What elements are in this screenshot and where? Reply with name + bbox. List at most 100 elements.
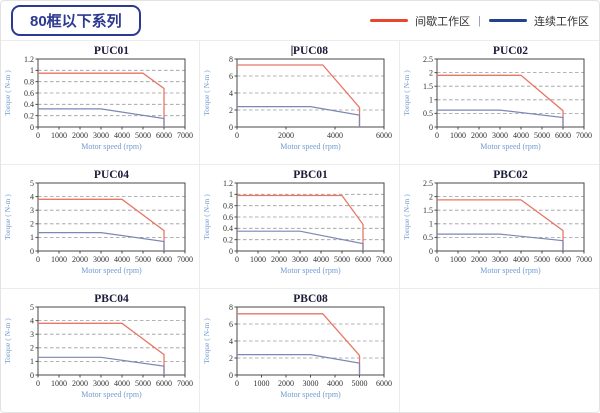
y-tick-label: 0 [30,246,34,255]
y-tick-label: 0.8 [223,201,233,210]
continuous-zone-line [436,232,564,251]
y-tick-label: 2 [429,192,433,201]
y-tick-label: 0.2 [223,235,233,244]
y-tick-label: 2 [30,219,34,228]
y-axis-label: Torque ( N-m ) [202,193,211,239]
legend-label-continuous: 连续工作区 [534,15,589,28]
x-tick-label: 6000 [355,255,371,264]
x-axis-label: Motor speed (rpm) [480,266,541,275]
y-axis-label: Torque ( N-m ) [3,318,12,364]
y-tick-label: 0.5 [423,233,433,242]
x-tick-label: 2000 [278,131,294,140]
x-tick-label: 0 [36,131,40,140]
x-tick-label: 2000 [278,379,294,388]
x-tick-label: 6000 [376,379,392,388]
x-tick-label: 6000 [555,255,571,264]
y-tick-label: 1 [30,66,34,75]
continuous-zone-line [236,353,361,375]
intermittent-zone-line [37,72,165,127]
chart-card-PBC02: PBC02 0 0.5 1 1.5 2 2.5 0 1000 2000 3000 4000 5000 60… [399,165,599,289]
plot-border [436,58,585,127]
x-tick-label: 4000 [513,131,529,140]
x-tick-label: 5000 [135,379,151,388]
chart-svg-PBC01: PBC01 0 0.2 0.4 0.6 0.8 1 1.2 0 1000 2000 3000 4000 5… [202,169,392,275]
chart-card-PUC02: PUC02 0 0.5 1 1.5 2 2.5 0 1000 2000 3000 4000 5000 60… [399,41,599,165]
x-tick-label: 6000 [156,255,172,264]
y-tick-label: 1 [30,233,34,242]
legend-separator: | [478,14,481,27]
chart-svg-PBC08: PBC08 0 2 4 6 8 0 1000 2000 3000 4000 5000 6000 Motor… [202,293,392,399]
x-tick-label: 5000 [135,131,151,140]
x-tick-label: 0 [435,255,439,264]
x-tick-label: 2000 [72,255,88,264]
chart-card-PUC01: PUC01 0 0.2 0.4 0.6 0.8 1 1.2 0 1000 2000 3000 4000 5… [1,41,201,165]
x-tick-label: 1000 [51,255,67,264]
x-tick-label: 0 [36,379,40,388]
x-tick-label: 3000 [492,131,508,140]
x-tick-label: 0 [235,131,239,140]
x-tick-label: 1000 [450,131,466,140]
y-axis-label: Torque ( N-m ) [402,193,411,239]
y-tick-label: 1 [229,190,233,199]
x-axis-label: Motor speed (rpm) [81,390,142,399]
legend-item-continuous: 连续工作区 [489,13,589,29]
chart-svg-PUC08: PUC08 0 2 4 6 8 0 2000 4000 6000 Motor speed (rpm)… [202,45,392,151]
x-tick-label: 1000 [450,255,466,264]
plot-border [436,182,585,251]
continuous-zone-line [37,231,165,251]
x-tick-label: 5000 [351,379,367,388]
continuous-zone-line [436,108,564,127]
y-axis-label: Torque ( N-m ) [202,69,211,115]
chart-title: PUC02 [493,45,528,57]
y-tick-label: 1 [429,95,433,104]
x-tick-label: 1000 [253,379,269,388]
y-tick-label: 2.5 [423,178,433,187]
y-tick-label: 5 [30,303,34,312]
y-tick-label: 1.2 [24,54,34,63]
y-tick-label: 0.5 [423,109,433,118]
chart-svg-PBC02: PBC02 0 0.5 1 1.5 2 2.5 0 1000 2000 3000 4000 5000 60… [402,169,592,275]
y-tick-label: 0 [429,122,433,131]
y-tick-label: 3 [30,330,34,339]
y-tick-label: 1 [30,357,34,366]
x-tick-label: 1000 [51,379,67,388]
x-tick-label: 1000 [51,131,67,140]
x-tick-label: 2000 [72,379,88,388]
empty-cell [399,289,599,412]
chart-svg-PUC01: PUC01 0 0.2 0.4 0.6 0.8 1 1.2 0 1000 2000 3000 4000 5… [3,45,193,151]
continuous-zone-line [37,107,165,127]
x-tick-label: 0 [435,131,439,140]
x-tick-label: 4000 [114,255,130,264]
x-tick-label: 7000 [177,255,193,264]
x-axis-label: Motor speed (rpm) [81,142,142,151]
x-tick-label: 3000 [492,255,508,264]
x-tick-label: 1000 [250,255,266,264]
y-tick-label: 6 [229,320,233,329]
plot-border [37,306,186,376]
y-tick-label: 0 [30,371,34,380]
y-tick-label: 6 [229,71,233,80]
y-tick-label: 0.6 [223,212,233,221]
y-tick-label: 8 [229,54,233,63]
x-tick-label: 5000 [534,255,550,264]
chart-title: PBC02 [493,169,528,181]
y-tick-label: 8 [229,303,233,312]
chart-card-PUC08: PUC08 0 2 4 6 8 0 2000 4000 6000 Motor speed (rpm)… [200,41,400,165]
y-tick-label: 1.2 [223,178,233,187]
y-tick-label: 0.4 [24,100,34,109]
y-tick-label: 4 [229,88,233,97]
x-axis-label: Motor speed (rpm) [280,266,341,275]
x-axis-label: Motor speed (rpm) [81,266,142,275]
y-tick-label: 2.5 [423,54,433,63]
chart-svg-PUC02: PUC02 0 0.5 1 1.5 2 2.5 0 1000 2000 3000 4000 5000 60… [402,45,592,151]
x-tick-label: 3000 [302,379,318,388]
continuous-zone-line [236,105,361,127]
intermittent-zone-line [436,74,564,127]
chart-title: PBC01 [293,169,328,181]
intermittent-zone-line [236,313,361,375]
y-tick-label: 2 [30,344,34,353]
x-tick-label: 5000 [334,255,350,264]
y-tick-label: 0 [229,246,233,255]
y-tick-label: 4 [30,192,34,201]
y-axis-label: Torque ( N-m ) [402,69,411,115]
